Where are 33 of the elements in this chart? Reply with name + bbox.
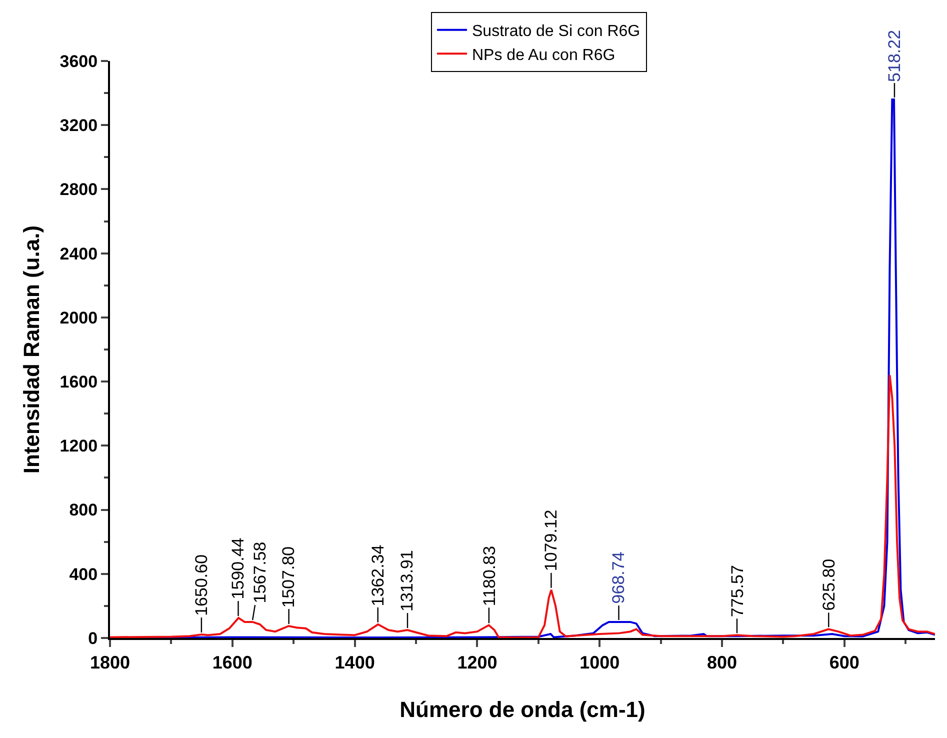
annotation: 1362.34 xyxy=(368,544,388,606)
y-tick-label: 2000 xyxy=(60,308,98,328)
x-tick-label: 1600 xyxy=(212,652,252,673)
x-tick-label: 600 xyxy=(829,652,860,673)
x-tick-label: 1000 xyxy=(580,652,620,673)
x-tick-label: 1800 xyxy=(90,652,130,673)
y-tick-label: 800 xyxy=(69,500,98,520)
x-tick-label: 800 xyxy=(706,652,738,673)
x-tick-label: 1400 xyxy=(334,652,375,673)
x-axis-title: Número de onda (cm-1) xyxy=(400,697,646,722)
annotation: 518.22 xyxy=(885,30,904,82)
y-tick-label: 1600 xyxy=(60,372,98,392)
legend-label: NPs de Au con R6G xyxy=(472,46,616,64)
annotation: 968.74 xyxy=(608,552,628,604)
annotation: 1313.91 xyxy=(398,550,417,612)
annotation: 1079.12 xyxy=(541,510,560,572)
annotation: 625.80 xyxy=(819,558,838,611)
annotation: 1567.58 xyxy=(250,542,270,604)
annotation: 1507.80 xyxy=(278,546,298,608)
annotation: 1650.60 xyxy=(192,554,211,616)
annotation: 1590.44 xyxy=(228,538,248,600)
y-tick-label: 1200 xyxy=(60,436,98,456)
y-tick-label: 3200 xyxy=(60,116,98,136)
y-tick-label: 3600 xyxy=(60,52,98,71)
y-tick-label: 2800 xyxy=(60,180,98,200)
annotation: 775.57 xyxy=(728,565,747,618)
y-tick-label: 2400 xyxy=(60,244,98,264)
y-axis-title: Intensidad Raman (u.a.) xyxy=(19,225,44,474)
annotation: 1180.83 xyxy=(480,546,499,606)
x-tick-label: 1200 xyxy=(457,652,498,673)
y-tick-label: 0 xyxy=(88,628,98,648)
legend-label: Sustrato de Si con R6G xyxy=(472,23,640,40)
y-tick-label: 400 xyxy=(69,564,98,584)
